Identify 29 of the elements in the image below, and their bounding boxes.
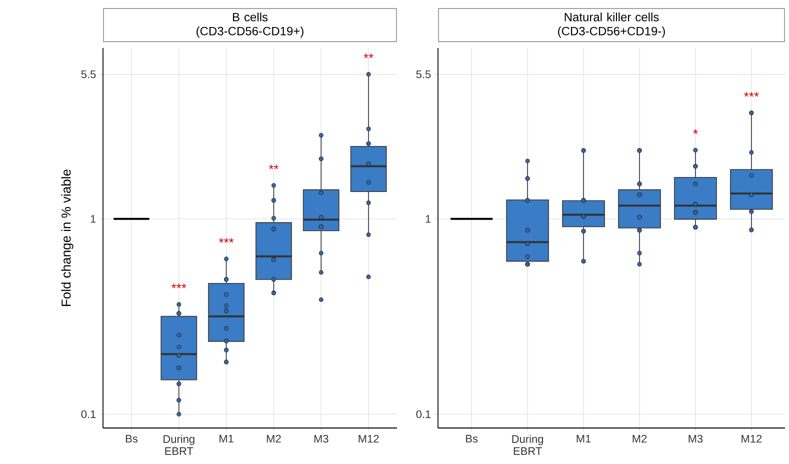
x-tick-label: M3: [314, 434, 328, 443]
x-tick-label: Bs: [466, 434, 478, 443]
y-axis-title: Fold change in % viable: [61, 170, 74, 306]
x-tick-label: During EBRT: [164, 434, 194, 455]
x-tick-label: Bs: [126, 434, 138, 443]
x-tick-label: During EBRT: [512, 434, 544, 455]
x-tick-label: M2: [266, 434, 281, 443]
chart-title: Natural killer cells: [564, 12, 659, 22]
chart-title: B cells: [232, 12, 268, 22]
y-tick-label: 0.1: [81, 410, 96, 418]
x-tick-label: M12: [358, 434, 379, 443]
annotation: ***: [218, 238, 234, 243]
x-tick-label: M12: [742, 434, 762, 443]
y-tick-label: 0.1: [416, 410, 431, 418]
y-tick-label: 1: [90, 215, 96, 223]
x-tick-label: M2: [632, 434, 647, 443]
y-tick-label: 5.5: [416, 70, 431, 78]
x-tick-label: M1: [220, 434, 234, 442]
x-tick-label: M1: [576, 434, 591, 442]
chart-subtitle: (CD3-CD56-CD19+): [196, 26, 304, 38]
annotation: ***: [171, 284, 186, 288]
annotation: ***: [744, 92, 759, 97]
y-tick-label: 5.5: [81, 70, 96, 78]
y-tick-label: 1: [426, 215, 431, 223]
annotation: *: [693, 129, 698, 134]
chart-subtitle: (CD3-CD56+CD19-): [558, 26, 665, 38]
annotation: **: [268, 164, 279, 170]
x-tick-label: M3: [688, 434, 703, 443]
annotation: **: [364, 53, 374, 58]
